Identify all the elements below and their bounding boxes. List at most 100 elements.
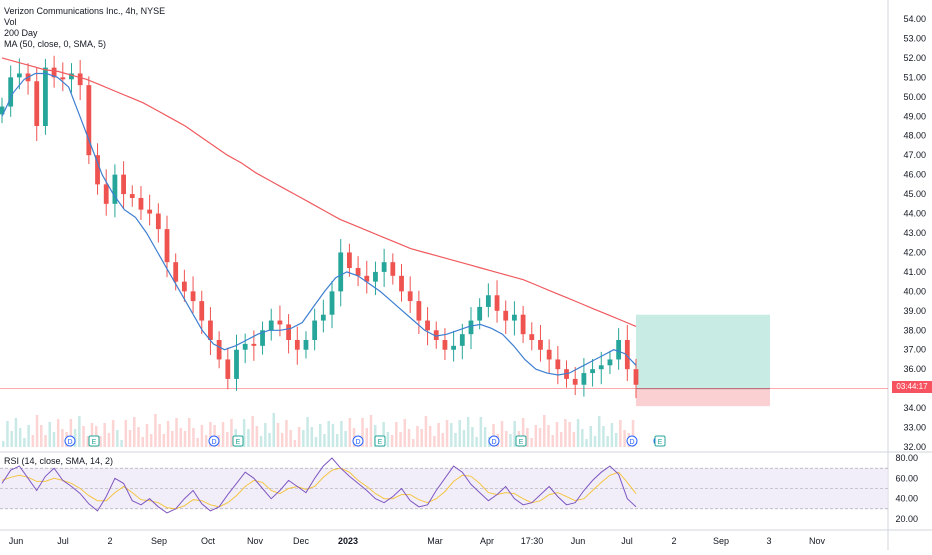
volume-bar [297,427,301,447]
candle-body [225,359,231,379]
time-tick-label: Nov [809,536,826,546]
profit-zone[interactable] [636,314,770,389]
time-tick-label: Jun [571,536,586,546]
volume-bar [221,422,225,447]
volume-bar [606,436,609,447]
candle-body [69,73,74,80]
volume-bar [137,427,140,447]
rsi-tick-label: 20.00 [895,514,918,524]
volume-bar [597,416,601,447]
volume-bar [538,428,542,447]
price-tick-label: 53.00 [903,33,926,43]
earnings-marker-icon[interactable] [515,435,527,447]
price-tick-label: 32.00 [903,442,926,452]
event-marker-label: E [236,439,241,446]
volume-bar [120,440,123,447]
candle-body [303,340,309,350]
volume-bar [196,438,199,447]
volume-bar [534,425,538,447]
candle-body [581,373,587,385]
candle-body [112,174,118,204]
volume-bar [492,424,495,447]
volume-bar [631,420,635,447]
earnings-marker-icon[interactable] [654,435,666,447]
time-tick-label: Jul [621,536,633,546]
volume-bar [310,427,314,447]
volume-bar [124,420,128,447]
volume-bar [52,432,56,447]
candle-body [520,314,526,335]
dividend-marker-icon[interactable] [208,435,220,447]
candle-body [77,73,83,86]
price-tick-label: 39.00 [903,306,926,316]
volume-bar [40,425,43,447]
earnings-marker-icon[interactable] [88,435,100,447]
earnings-marker-icon[interactable] [374,435,386,447]
volume-bar [619,420,622,447]
earnings-marker-icon[interactable] [232,435,244,447]
candle-body [442,340,448,350]
volume-bar [175,418,178,447]
dividend-marker-icon[interactable] [64,435,76,447]
volume-bar [555,422,559,447]
price-tick-label: 40.00 [903,286,926,296]
volume-bar [424,416,428,447]
volume-bar [280,433,284,447]
volume-bar [226,432,229,447]
volume-bar [230,419,233,447]
price-tick-label: 44.00 [903,209,926,219]
dividend-marker-icon[interactable] [488,435,500,447]
volume-bar [323,434,326,447]
candle-body [381,262,387,272]
time-tick-label: Jul [57,536,69,546]
candle-body [485,295,491,307]
volume-bar [268,433,271,447]
candle-body [268,320,274,331]
volume-bar [386,432,390,447]
volume-bar [209,422,212,447]
volume-bar [86,436,90,447]
volume-bar [259,436,263,447]
dividend-marker-icon[interactable] [626,435,638,447]
volume-bar [154,414,157,447]
volume-bar [242,419,246,447]
candle-body [607,359,613,366]
volume-bar [479,417,483,447]
volume-bar [390,435,394,447]
volume-bar [56,419,60,447]
candle-body [181,281,187,292]
volume-bar [327,421,330,447]
volume-bar [513,421,516,447]
dividend-marker-icon[interactable] [352,435,364,447]
volume-bar [543,415,546,447]
loss-zone[interactable] [636,388,770,407]
volume-bar [399,432,402,447]
volume-bar [2,441,5,447]
volume-bar [437,423,440,447]
volume-bar [504,431,508,447]
candle-body [199,301,205,321]
volume-bar [547,425,550,447]
price-tick-label: 50.00 [903,92,926,102]
volume-bar [149,434,153,447]
event-marker-label: E [519,439,524,446]
volume-bar [500,421,504,447]
volume-bar [576,419,580,447]
volume-bar [526,428,529,447]
volume-bar [454,433,457,447]
volume-bar [568,422,571,447]
candle-body [242,343,248,350]
price-tick-label: 51.00 [903,72,926,82]
rsi-tick-label: 80.00 [895,453,918,463]
volume-bar [306,417,309,447]
ma50-indicator-label: MA (50, close, 0, SMA, 5) [4,39,107,49]
volume-bar [61,429,64,447]
candle-body [633,369,639,385]
candle-body [43,67,48,126]
price-tick-label: 43.00 [903,228,926,238]
candle-body [294,340,300,350]
event-marker-label: D [355,439,360,446]
volume-bar [433,436,436,447]
